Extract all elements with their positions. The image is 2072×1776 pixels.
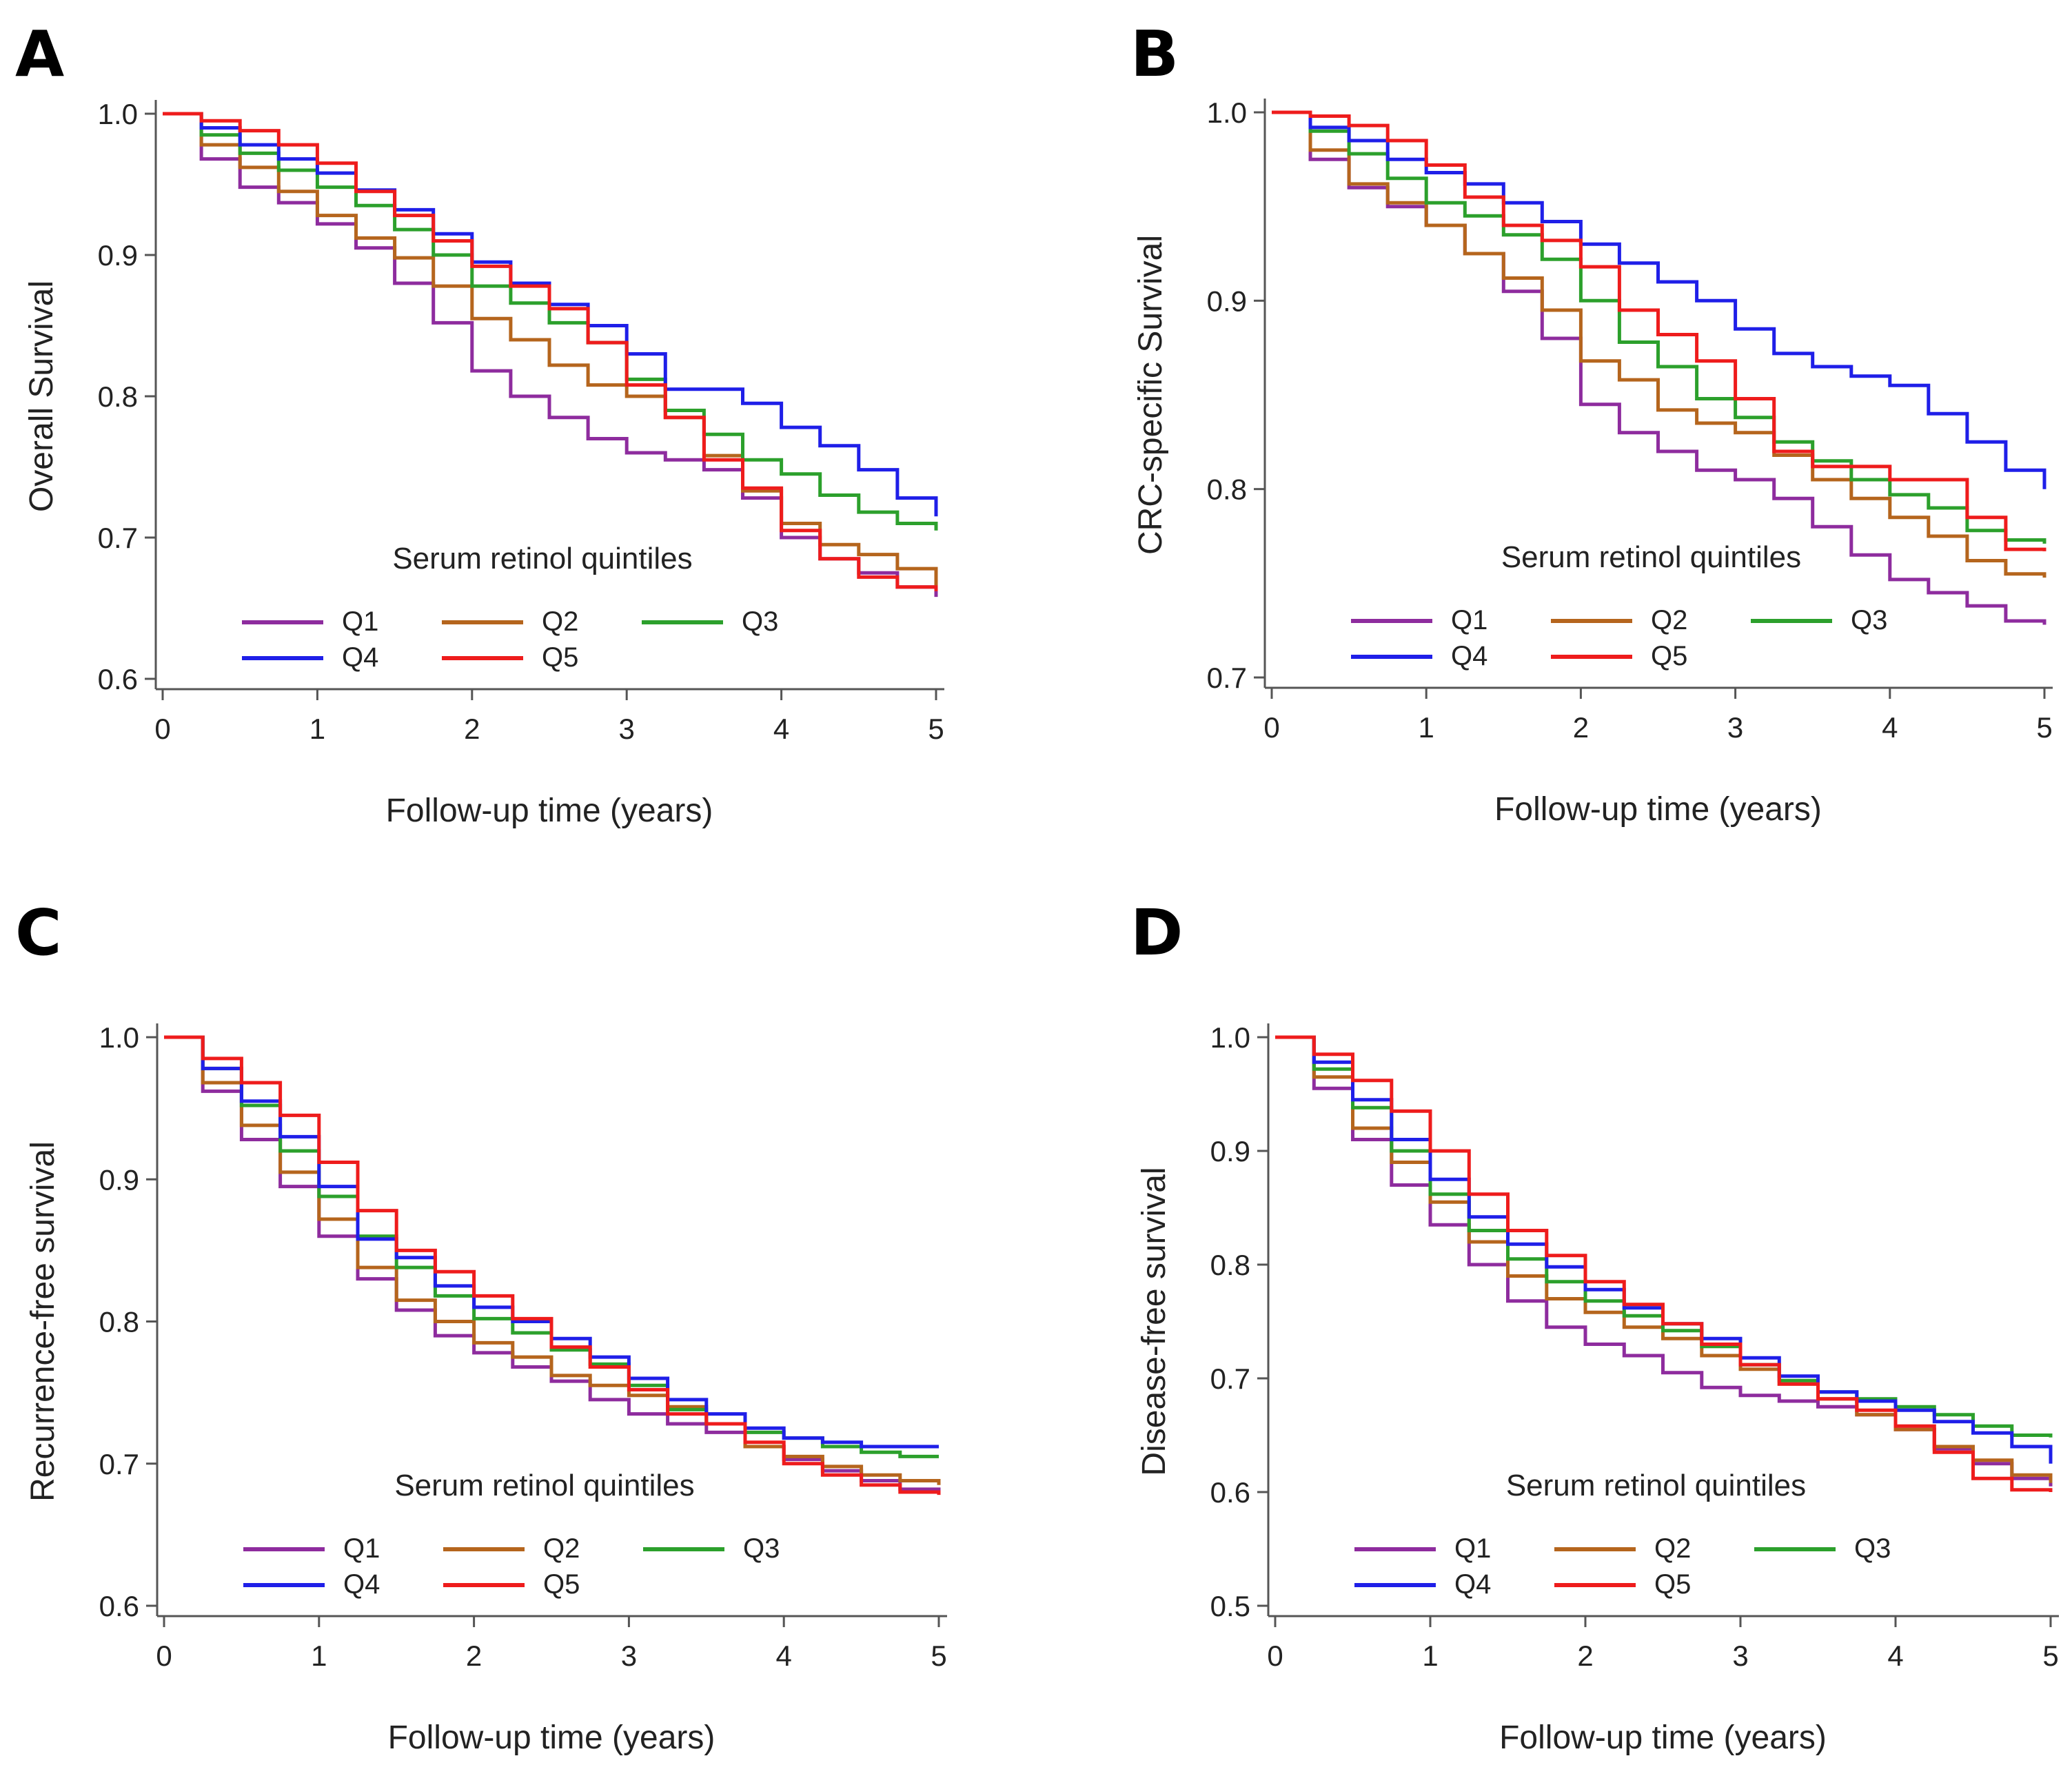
y-axis-title: Recurrence-free survival [25, 1141, 61, 1502]
survival-curve-q5 [1275, 1035, 2053, 1492]
panel-d: D 0.5 0.6 0.7 0.8 0.9 1.0 0 1 2 3 4 5 Follow-up time … [1130, 896, 2059, 1756]
legend-label-q2: Q2 [542, 606, 578, 637]
y-tick-label: 0.8 [99, 1306, 139, 1338]
x-tick-label: 0 [1263, 711, 1279, 744]
x-tick-label: 2 [466, 1640, 482, 1672]
x-axis-title: Follow-up time (years) [1499, 1719, 1827, 1756]
x-tick-label: 2 [464, 713, 480, 745]
legend-label-q2: Q2 [543, 1533, 580, 1564]
survival-curve-q3 [1272, 110, 2046, 544]
panel-letter: B [1130, 17, 1179, 91]
x-tick-label: 3 [1727, 711, 1743, 744]
legend-label-q4: Q4 [1454, 1569, 1491, 1600]
y-tick-label: 1.0 [1210, 1021, 1250, 1054]
legend-label-q4: Q4 [342, 642, 378, 673]
y-tick-label: 0.7 [1207, 662, 1247, 694]
y-tick-label: 1.0 [98, 98, 138, 130]
x-tick-label: 4 [1882, 711, 1898, 744]
x-tick-label: 1 [1422, 1640, 1438, 1672]
legend-label-q5: Q5 [542, 642, 578, 673]
legend-label-q1: Q1 [1454, 1533, 1491, 1564]
survival-curve-q5 [163, 112, 938, 591]
panel-letter: C [15, 896, 62, 970]
y-tick-label: 0.7 [1210, 1362, 1250, 1395]
y-tick-label: 0.8 [98, 380, 138, 413]
x-tick-label: 0 [154, 713, 170, 745]
y-tick-label: 0.6 [1210, 1476, 1250, 1509]
y-tick-label: 0.6 [99, 1590, 139, 1622]
survival-curve-q5 [164, 1035, 941, 1496]
x-tick-label: 1 [311, 1640, 327, 1672]
survival-curve-q4 [1272, 110, 2046, 489]
y-tick-label: 0.6 [98, 663, 138, 695]
x-tick-label: 5 [2036, 711, 2052, 744]
legend-label-q4: Q4 [1451, 641, 1487, 671]
legend-label-q3: Q3 [1854, 1533, 1891, 1564]
legend-label-q2: Q2 [1654, 1533, 1691, 1564]
panel-letter: D [1130, 896, 1183, 970]
legend-label-q3: Q3 [1851, 605, 1887, 635]
x-tick-label: 0 [156, 1640, 172, 1672]
x-tick-label: 4 [1887, 1640, 1903, 1672]
legend-label-q5: Q5 [1651, 641, 1687, 671]
x-tick-label: 0 [1267, 1640, 1283, 1672]
y-tick-label: 0.9 [1210, 1135, 1250, 1167]
x-tick-label: 3 [1732, 1640, 1748, 1672]
legend-label-q1: Q1 [1451, 605, 1487, 635]
panel-letter: A [15, 17, 64, 91]
survival-curve-q5 [1272, 110, 2046, 551]
x-tick-label: 4 [773, 713, 789, 745]
y-tick-label: 0.7 [99, 1448, 139, 1480]
survival-curve-q2 [164, 1035, 941, 1485]
x-tick-label: 5 [931, 1640, 946, 1672]
y-tick-label: 0.9 [99, 1163, 139, 1196]
y-tick-label: 1.0 [99, 1021, 139, 1054]
survival-curve-q1 [1272, 110, 2046, 625]
survival-curve-q3 [163, 112, 938, 531]
x-tick-label: 3 [621, 1640, 637, 1672]
x-axis-title: Follow-up time (years) [388, 1719, 715, 1756]
x-tick-label: 1 [309, 713, 325, 745]
y-tick-label: 0.8 [1207, 473, 1247, 506]
legend-title: Serum retinol quintiles [1501, 540, 1801, 574]
y-tick-label: 1.0 [1207, 96, 1247, 129]
legend-label-q2: Q2 [1651, 605, 1687, 635]
legend-label-q1: Q1 [342, 606, 378, 637]
legend-label-q3: Q3 [743, 1533, 780, 1564]
legend-title: Serum retinol quintiles [1506, 1469, 1806, 1502]
legend-title: Serum retinol quintiles [392, 542, 692, 575]
y-tick-label: 0.7 [98, 522, 138, 554]
panel-b: B 0.7 0.8 0.9 1.0 0 1 2 3 4 5 Follow-up time (years… [1130, 17, 2053, 828]
y-axis-title: CRC-specific Survival [1133, 235, 1169, 555]
y-tick-label: 0.9 [1207, 285, 1247, 317]
x-tick-label: 5 [2042, 1640, 2058, 1672]
legend-label-q1: Q1 [343, 1533, 380, 1564]
panel-a: A 0.6 0.7 0.8 0.9 1.0 0 1 2 3 4 5 Follow-up time (ye… [15, 17, 944, 829]
x-tick-label: 2 [1577, 1640, 1593, 1672]
x-axis-title: Follow-up time (years) [1494, 791, 1822, 828]
x-tick-label: 2 [1573, 711, 1589, 744]
y-axis-title: Overall Survival [23, 280, 60, 512]
y-tick-label: 0.5 [1210, 1590, 1250, 1622]
y-tick-label: 0.9 [98, 239, 138, 272]
survival-curve-q2 [1272, 110, 2046, 578]
x-tick-label: 5 [928, 713, 944, 745]
legend-label-q5: Q5 [543, 1569, 580, 1600]
x-tick-label: 4 [776, 1640, 792, 1672]
panel-c: C 0.6 0.7 0.8 0.9 1.0 0 1 2 3 4 5 Follow-up time (ye… [15, 896, 947, 1756]
survival-curve-q2 [163, 112, 938, 587]
x-tick-label: 1 [1419, 711, 1434, 744]
legend-label-q4: Q4 [343, 1569, 380, 1600]
x-axis-title: Follow-up time (years) [386, 793, 713, 829]
y-tick-label: 0.8 [1210, 1249, 1250, 1281]
legend-label-q5: Q5 [1654, 1569, 1691, 1600]
legend-label-q3: Q3 [742, 606, 778, 637]
legend-title: Serum retinol quintiles [394, 1469, 694, 1502]
y-axis-title: Disease-free survival [1136, 1167, 1172, 1476]
x-tick-label: 3 [619, 713, 635, 745]
